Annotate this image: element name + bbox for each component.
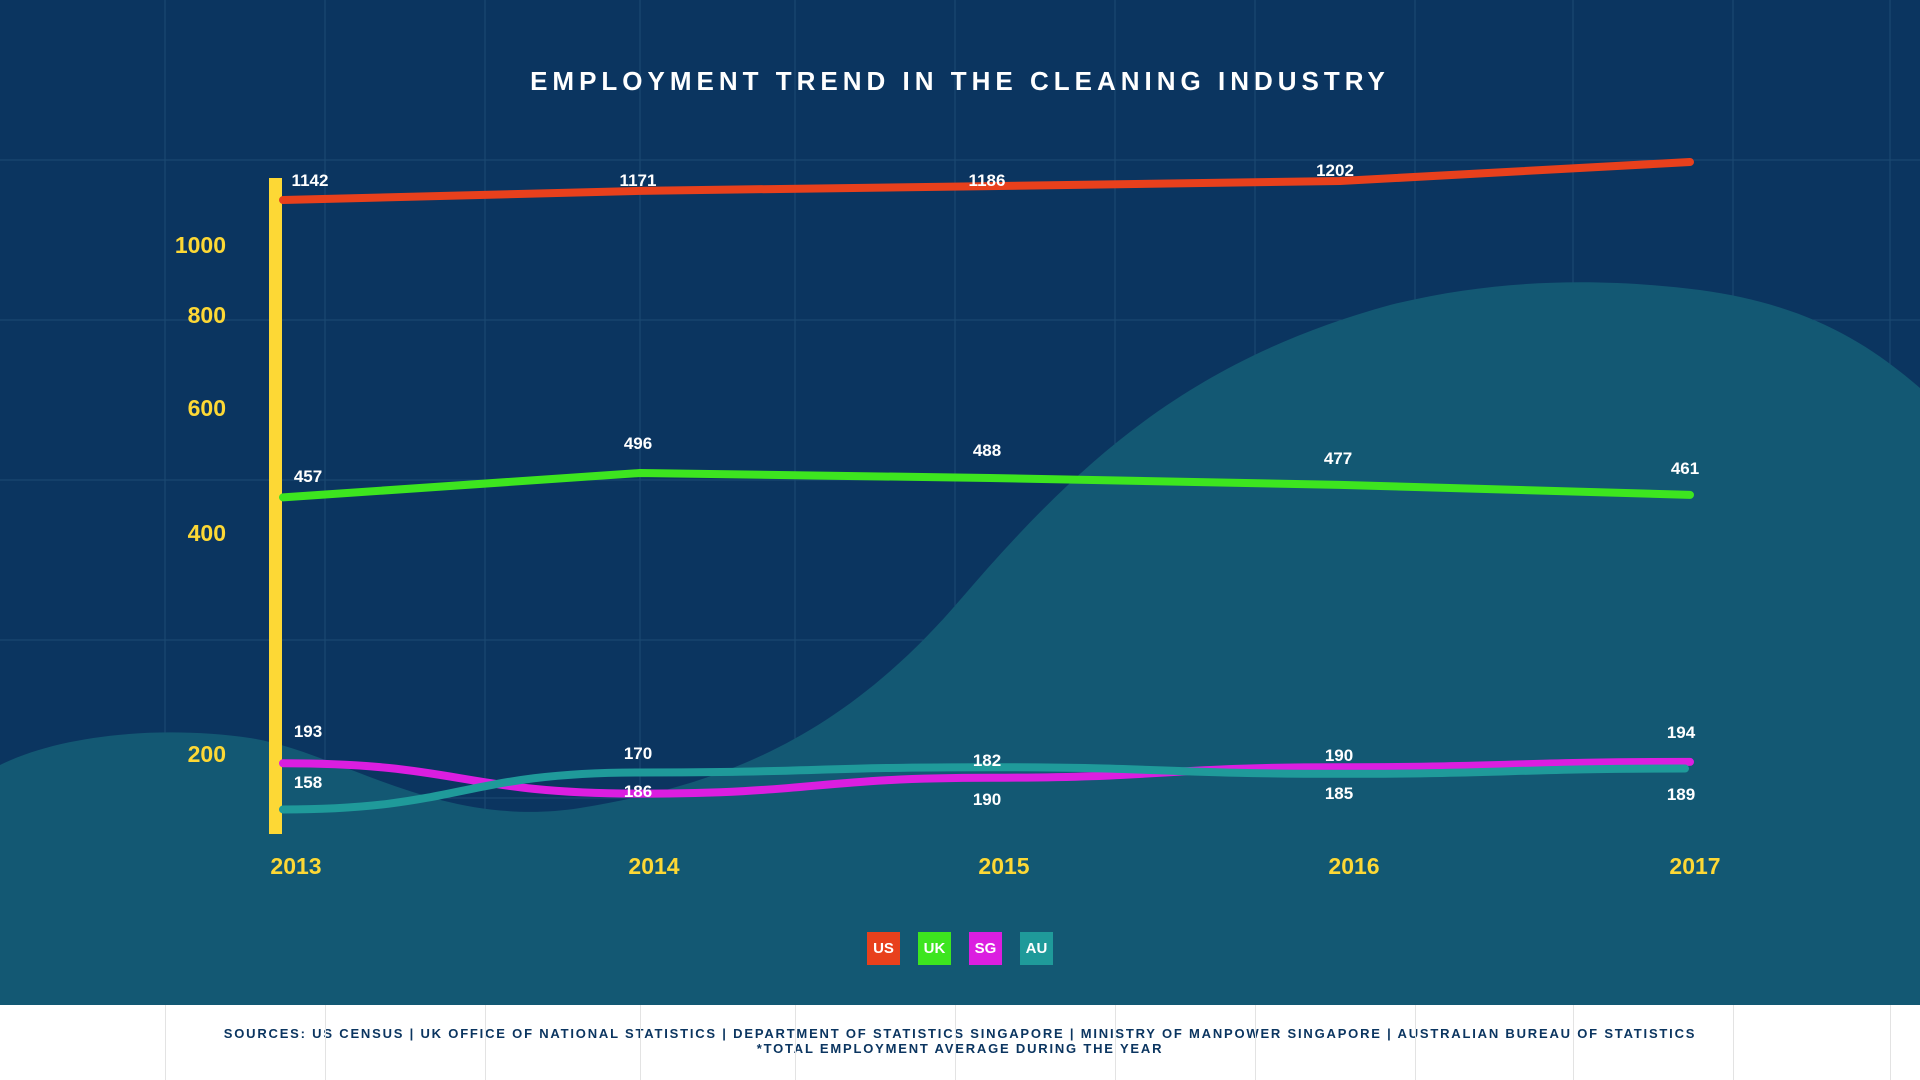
- chart-title: EMPLOYMENT TREND IN THE CLEANING INDUSTR…: [530, 66, 1390, 96]
- footer-grid-line: [165, 1005, 166, 1080]
- data-label-sg: 194: [1667, 723, 1696, 742]
- footer-grid-line: [640, 1005, 641, 1080]
- data-label-sg: 182: [973, 751, 1001, 770]
- footer-grid-line: [325, 1005, 326, 1080]
- data-label-au: 189: [1667, 785, 1695, 804]
- footer-grid-line: [1573, 1005, 1574, 1080]
- y-tick-label: 200: [188, 741, 226, 767]
- y-tick-label: 400: [188, 520, 226, 546]
- series-line-uk: [279, 469, 1694, 502]
- legend-item-au: AU: [1020, 932, 1053, 965]
- legend-item-uk: UK: [918, 932, 951, 965]
- x-tick-label: 2016: [1328, 853, 1379, 879]
- data-label-uk: 496: [624, 434, 652, 453]
- background-area-shape: [0, 282, 1920, 1006]
- series-line-us: [279, 158, 1694, 205]
- data-label-au: 190: [973, 790, 1001, 809]
- legend-item-us: US: [867, 932, 900, 965]
- data-label-us: 1171: [620, 171, 657, 190]
- legend-item-sg: SG: [969, 932, 1002, 965]
- footer-grid-line: [485, 1005, 486, 1080]
- y-axis-bar: [269, 178, 282, 834]
- data-label-uk: 488: [973, 441, 1001, 460]
- y-tick-label: 800: [188, 302, 226, 328]
- data-label-au: 185: [1325, 784, 1353, 803]
- footer-grid-line: [1255, 1005, 1256, 1080]
- footer-grid-line: [795, 1005, 796, 1080]
- footer-grid-line: [1115, 1005, 1116, 1080]
- data-label-sg: 193: [294, 722, 322, 741]
- data-label-uk: 461: [1671, 459, 1699, 478]
- x-tick-label: 2014: [628, 853, 679, 879]
- data-label-us: 1202: [1316, 161, 1354, 180]
- footer-sources: SOURCES: US CENSUS | UK OFFICE OF NATION…: [223, 1026, 1697, 1041]
- footer-grid-line: [955, 1005, 956, 1080]
- series-line-au: [279, 763, 1689, 814]
- data-label-us: 1186: [969, 171, 1006, 190]
- x-tick-label: 2017: [1669, 853, 1720, 879]
- data-label-sg: 170: [624, 744, 652, 763]
- data-label-uk: 457: [294, 467, 322, 486]
- footer: SOURCES: US CENSUS | UK OFFICE OF NATION…: [0, 1005, 1920, 1080]
- x-tick-label: 2013: [270, 853, 321, 879]
- y-tick-label: 600: [188, 395, 226, 421]
- legend: US UK SG AU: [0, 932, 1920, 965]
- data-label-sg: 190: [1325, 746, 1353, 765]
- data-label-us: 1142: [292, 171, 329, 190]
- data-labels: 1142 1171 1186 1202 457 496 488 477 461 193 170 182…: [292, 161, 1700, 809]
- data-label-au: 158: [294, 773, 322, 792]
- data-label-au: 186: [624, 782, 652, 801]
- footer-grid-line: [1890, 1005, 1891, 1080]
- footer-grid-line: [1733, 1005, 1734, 1080]
- y-tick-label: 1000: [175, 232, 226, 258]
- footer-grid-line: [1415, 1005, 1416, 1080]
- footer-note: *TOTAL EMPLOYMENT AVERAGE DURING THE YEA…: [756, 1041, 1164, 1056]
- data-label-uk: 477: [1324, 449, 1352, 468]
- series-lines: [279, 158, 1694, 814]
- x-tick-label: 2015: [978, 853, 1029, 879]
- axis-tick-labels: 1000 800 600 400 200 2013 2014 2015 2016 2017: [175, 232, 1721, 879]
- y-axis: [269, 178, 282, 834]
